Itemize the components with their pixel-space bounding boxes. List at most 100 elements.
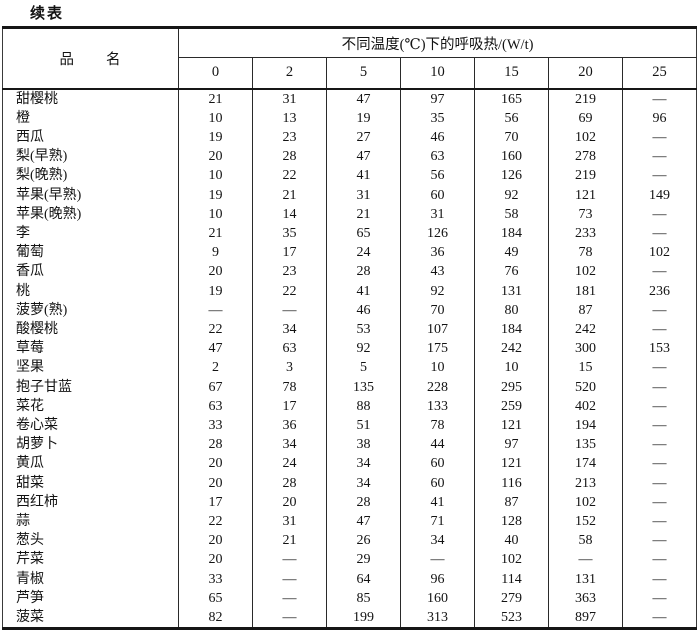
value-cell: 128 xyxy=(474,511,549,532)
value-cell: 24 xyxy=(326,243,401,263)
product-name-cell: 抱子甘蓝 xyxy=(2,377,179,397)
value-cell: 87 xyxy=(548,300,623,320)
value-cell: 278 xyxy=(548,147,623,167)
value-cell: — xyxy=(652,129,667,145)
product-name-cell: 菜花 xyxy=(2,396,179,416)
value-cell: 41 xyxy=(326,166,401,186)
value-cell: 63 xyxy=(178,396,253,416)
value-cell: — xyxy=(252,607,327,629)
value-cell: 114 xyxy=(474,569,549,589)
value-cell: 199 xyxy=(326,607,401,629)
value-cell: 194 xyxy=(548,415,623,436)
value-cell: 20 xyxy=(252,492,327,512)
column-header-temp: 25 xyxy=(652,64,667,81)
table-body: 甜樱桃 21 31 47 97 165 219— 橙 10 13 19 35 56 69 96 西瓜 … xyxy=(2,88,697,629)
value-cell: — xyxy=(652,475,667,491)
value-cell: 58 xyxy=(474,204,549,224)
value-cell: 135 xyxy=(548,435,623,455)
value-cell: 213 xyxy=(548,473,623,493)
header-row-temperatures: 0 2 5 10 15 20 25 xyxy=(2,57,697,89)
value-cell: 67 xyxy=(178,377,253,397)
value-cell: 96 xyxy=(400,569,475,589)
value-cell: 65 xyxy=(178,588,253,608)
value-cell: 34 xyxy=(252,319,327,340)
value-cell: — xyxy=(652,398,667,414)
table-row: 苹果(晚熟) 10 14 21 31 58 73 — xyxy=(2,204,697,224)
value-cell: 34 xyxy=(326,473,401,493)
value-cell: — xyxy=(252,588,327,608)
value-cell: 69 xyxy=(548,108,623,128)
value-cell: 21 xyxy=(326,204,401,224)
value-cell: 121 xyxy=(474,415,549,436)
value-cell: 17 xyxy=(252,396,327,416)
value-cell: — xyxy=(652,494,667,510)
column-header-temp: 0 xyxy=(178,57,253,89)
table-row: 坚果 2 3 5 10 10 15— xyxy=(2,358,697,378)
value-cell: — xyxy=(400,550,475,570)
value-cell: 5 xyxy=(326,358,401,378)
value-cell: 46 xyxy=(326,300,401,320)
value-cell: 152 xyxy=(548,511,623,532)
value-cell: 175 xyxy=(400,339,475,359)
value-cell: — xyxy=(652,168,667,184)
product-name-cell: 苹果(晚熟) xyxy=(2,204,179,224)
value-cell: 116 xyxy=(474,473,549,493)
value-cell: 165 xyxy=(474,88,549,109)
page-title: 续表 xyxy=(30,6,65,22)
value-cell: 295 xyxy=(474,377,549,397)
value-cell: 70 xyxy=(400,300,475,320)
value-cell: 34 xyxy=(400,531,475,551)
column-header-temp: 15 xyxy=(474,57,549,89)
value-cell: 10 xyxy=(400,358,475,378)
product-name-cell: 青椒 xyxy=(2,569,179,589)
value-cell: 49 xyxy=(474,243,549,263)
value-cell: — xyxy=(652,264,667,280)
table-row: 抱子甘蓝 67 78 135 228 295 520 — xyxy=(2,377,697,397)
value-cell: — xyxy=(652,302,667,318)
value-cell: 523 xyxy=(474,607,549,629)
value-cell: 10 xyxy=(474,358,549,378)
column-header-temp: 20 xyxy=(548,57,623,89)
table-row: 草莓 47 63 92 175 242 300 153 xyxy=(2,339,697,359)
product-name-cell: 草莓 xyxy=(2,339,179,359)
value-cell: 160 xyxy=(400,588,475,608)
value-cell: 21 xyxy=(178,88,253,109)
value-cell: 126 xyxy=(400,223,475,244)
value-cell: 19 xyxy=(178,127,253,148)
value-cell: 181 xyxy=(548,281,623,301)
value-cell: 60 xyxy=(400,454,475,474)
value-cell: — xyxy=(652,437,667,453)
value-cell: 63 xyxy=(252,339,327,359)
product-name-cell: 李 xyxy=(2,223,179,244)
value-cell: 102 xyxy=(474,550,549,570)
value-cell: 135 xyxy=(326,377,401,397)
table-row: 甜菜 20 28 34 60 116 213 — xyxy=(2,473,697,493)
value-cell: 21 xyxy=(252,531,327,551)
value-cell: 36 xyxy=(252,415,327,436)
value-cell: 70 xyxy=(474,127,549,148)
value-cell: 121 xyxy=(474,454,549,474)
product-name-cell: 葡萄 xyxy=(2,243,179,263)
table-row: 橙 10 13 19 35 56 69 96 xyxy=(2,108,697,128)
value-cell: 78 xyxy=(548,243,623,263)
value-cell: 184 xyxy=(474,223,549,244)
value-cell: 46 xyxy=(400,127,475,148)
value-cell: 47 xyxy=(326,147,401,167)
table-row: 西红柿 17 20 28 41 87 102 — xyxy=(2,492,697,512)
table-row: 芦笋 65—85 160 279 363— xyxy=(2,588,697,608)
value-cell: 63 xyxy=(400,147,475,167)
table-row: 黄瓜 20 24 34 60 121 174 — xyxy=(2,454,697,474)
value-cell: 38 xyxy=(326,435,401,455)
value-cell: 131 xyxy=(548,569,623,589)
value-cell: 92 xyxy=(326,339,401,359)
table-row: 青椒 33—64 96 114 131— xyxy=(2,569,697,589)
value-cell: — xyxy=(652,513,667,529)
value-cell: 60 xyxy=(400,473,475,493)
value-cell: — xyxy=(652,149,667,165)
table-row: 桃 19 22 41 92 131 181 236 xyxy=(2,281,697,301)
product-name-cell: 坚果 xyxy=(2,358,179,378)
value-cell: 10 xyxy=(178,204,253,224)
value-cell: 17 xyxy=(178,492,253,512)
value-cell: 19 xyxy=(178,185,253,205)
product-name-cell: 甜菜 xyxy=(2,473,179,493)
